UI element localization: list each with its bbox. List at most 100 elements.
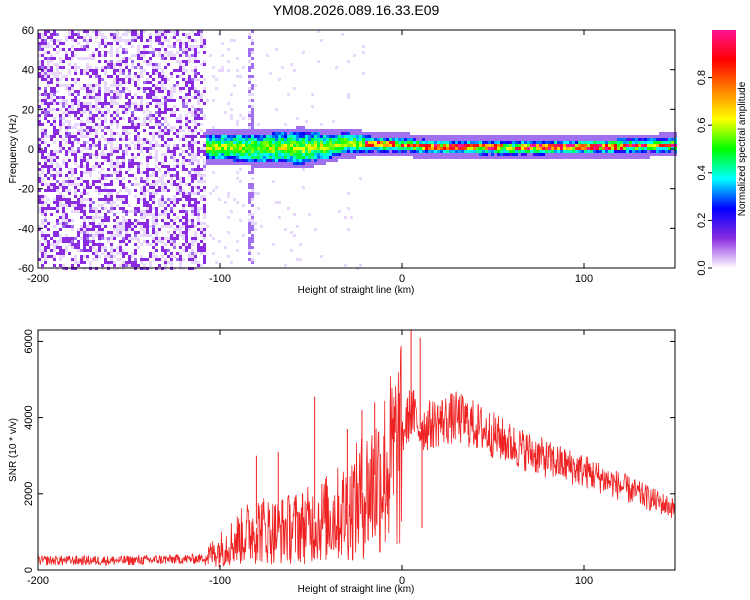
spectrogram-cell [293,153,296,156]
spectrogram-cell [593,141,596,144]
spectrogram-cell [197,261,200,264]
spectrogram-cell [107,189,110,192]
spectrogram-cell [83,261,86,264]
spectrogram-cell [263,162,266,165]
spectrogram-cell [200,195,203,198]
spectrogram-cell [476,141,479,144]
spectrogram-cell [431,135,434,138]
spectrogram-cell [116,126,119,129]
spectrogram-cell [653,141,656,144]
spectrogram-cell [215,144,218,147]
spectrogram-cell [254,192,257,195]
spectrogram-cell [392,132,395,135]
spectrogram-cell [206,159,209,162]
spectrogram-cell [47,120,50,123]
spectrogram-cell [41,33,44,36]
spectrogram-cell [503,147,506,150]
spectrogram-cell [233,129,236,132]
spectrogram-cell [491,153,494,156]
spectrogram-cell [86,39,89,42]
spectrogram-cell [170,51,173,54]
spectrogram-cell [152,174,155,177]
spectrogram-cell [86,120,89,123]
spectrogram-cell [65,54,68,57]
spectrogram-cell [113,189,116,192]
spectrogram-cell [248,192,251,195]
spectrogram-cell [98,33,101,36]
spectrogram-cell [80,144,83,147]
spectrogram-cell [254,129,257,132]
spectrogram-cell [161,174,164,177]
spectrogram-cell [287,159,290,162]
spectrogram-cell [155,255,158,258]
spectrogram-cell [416,147,419,150]
spectrogram-cell [287,135,290,138]
spectrogram-cell [197,186,200,189]
spectrogram-cell [149,183,152,186]
spectrogram-cell [152,213,155,216]
spectrogram-cell [137,168,140,171]
spectrogram-cell [251,93,254,96]
spectrogram-cell [281,150,284,153]
spectrogram-cell [191,168,194,171]
spectrogram-cell [38,138,41,141]
spectrogram-cell [539,144,542,147]
spectrogram-cell [410,150,413,153]
spectrogram-cell [332,153,335,156]
spectrogram-cell [422,153,425,156]
spectrogram-cell [482,153,485,156]
spectrogram-cell [86,234,89,237]
spectrogram-cell [170,111,173,114]
spectrogram-cell [116,177,119,180]
spectrogram-cell [308,135,311,138]
spectrogram-cell [80,171,83,174]
spectrogram-cell [494,150,497,153]
spectrogram-cell [248,156,251,159]
spectrogram-cell [137,153,140,156]
spectrogram-cell [95,216,98,219]
spectrogram-cell [47,69,50,72]
spectrogram-cell [383,144,386,147]
spectrogram-cell [41,60,44,63]
spectrogram-cell [68,183,71,186]
spectrogram-cell [317,132,320,135]
spectrogram-cell [302,165,305,168]
spectrogram-cell [104,219,107,222]
spectrogram-cell [239,129,242,132]
spectrogram-cell [116,60,119,63]
spectrogram-cell [524,144,527,147]
spectrogram-cell [122,51,125,54]
spectrogram-cell [257,165,260,168]
spectrogram-cell [455,138,458,141]
spectrogram-cell [62,180,65,183]
spectrogram-cell [209,159,212,162]
spectrogram-cell [116,93,119,96]
spectrogram-cell [182,135,185,138]
spectrogram-cell [308,165,311,168]
spectrogram-cell [44,162,47,165]
spectrogram-cell [395,138,398,141]
spectrogram-cell [188,159,191,162]
spectrogram-cell [152,48,155,51]
spectrogram-cell [659,135,662,138]
spectrogram-cell [554,138,557,141]
spectrogram-cell [203,174,206,177]
spectrogram-cell [212,138,215,141]
spectrogram-cell [188,219,191,222]
spectrogram-cell [626,150,629,153]
spectrogram-cell [572,147,575,150]
spectrogram-cell [560,153,563,156]
spectrogram-cell [143,189,146,192]
spectrogram-cell [197,72,200,75]
spectrogram-cell [170,99,173,102]
spectrogram-cell [248,213,251,216]
spectrogram-cell [143,171,146,174]
spectrogram-cell [122,129,125,132]
spectrogram-cell [98,123,101,126]
spectrogram-cell [233,132,236,135]
spectrogram-cell [146,213,149,216]
spectrogram-cell [185,81,188,84]
spectrogram-cell [323,132,326,135]
spectrogram-cell [122,90,125,93]
spectrogram-cell [164,132,167,135]
